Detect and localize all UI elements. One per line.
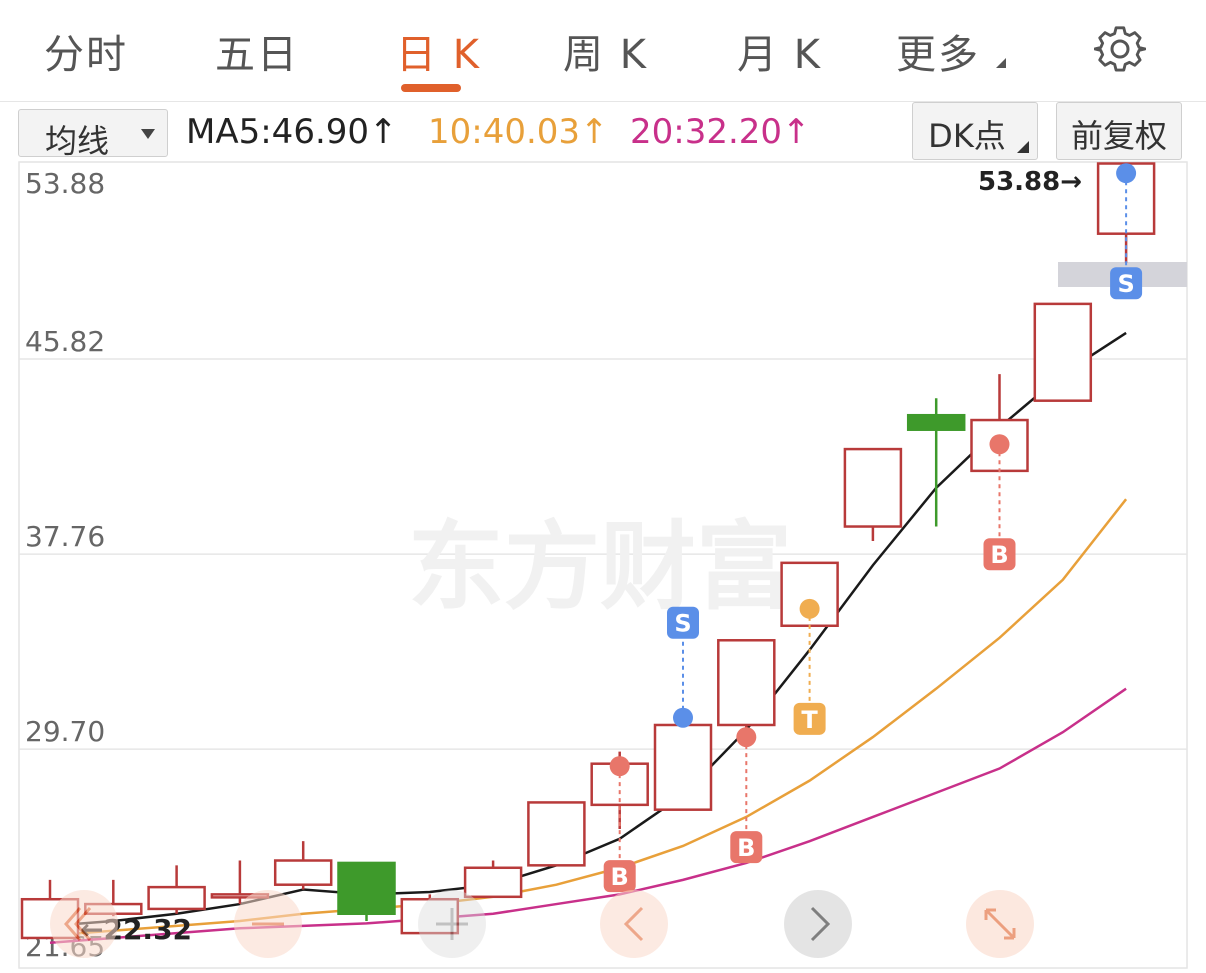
ma20-value: 20:32.20↑ (630, 112, 811, 152)
ma5-value: MA5:46.90↑ (186, 112, 398, 152)
signal-b: B (603, 756, 636, 893)
tab-weekly-k[interactable]: 周 K (563, 32, 648, 78)
step-forward-button[interactable] (784, 890, 852, 958)
ma10-value: 10:40.03↑ (428, 112, 609, 152)
double-chevron-left-icon (64, 907, 92, 941)
svg-text:S: S (1117, 270, 1134, 298)
ma-select-label: 均线 (45, 122, 110, 160)
candle (906, 398, 966, 527)
forward-adjust-label: 前复权 (1070, 117, 1167, 155)
dk-points-button[interactable]: DK点 (912, 102, 1038, 160)
forward-adjust-button[interactable]: 前复权 (1056, 102, 1182, 160)
svg-text:B: B (990, 541, 1008, 569)
signal-b: B (983, 434, 1016, 571)
tabs-divider (0, 101, 1206, 102)
candle (463, 860, 523, 899)
candle (147, 865, 206, 914)
period-tabs: 分时 五日 日 K 周 K 月 K 更多 (0, 0, 1206, 100)
dropdown-caret-icon (141, 129, 155, 139)
price-label: 45.82 (25, 325, 105, 358)
signal-b: B (730, 727, 763, 864)
dk-points-label: DK点 (928, 117, 1006, 155)
step-back-button[interactable] (600, 890, 668, 958)
candle (1033, 302, 1093, 402)
tab-more[interactable]: 更多 (896, 32, 980, 78)
trade-signals: B S B T B S (603, 163, 1143, 893)
tab-five-day[interactable]: 五日 (215, 32, 299, 78)
plus-icon (436, 908, 468, 940)
signal-s: S (667, 606, 699, 728)
candle (337, 861, 396, 922)
corner-caret-icon (1017, 141, 1029, 153)
active-tab-indicator (401, 84, 461, 92)
tab-monthly-k[interactable]: 月 K (737, 32, 822, 78)
svg-text:B: B (737, 834, 755, 862)
tab-intraday[interactable]: 分时 (44, 32, 128, 78)
candle (843, 447, 903, 542)
chevron-left-icon (623, 906, 644, 942)
ma-line-20 (49, 687, 1127, 945)
max-price-marker: 53.88→ (978, 167, 1082, 197)
svg-text:B: B (611, 863, 629, 891)
watermark: 东方财富 (408, 511, 792, 623)
signal-s: S (1110, 163, 1143, 300)
price-label: 29.70 (25, 715, 105, 748)
svg-text:T: T (801, 706, 818, 734)
tab-daily-k[interactable]: 日 K (396, 32, 481, 78)
svg-text:S: S (674, 610, 691, 638)
indicator-toolbar: 均线 MA5:46.90↑ 10:40.03↑ 20:32.20↑ DK点 前复… (0, 102, 1206, 162)
fullscreen-button[interactable] (966, 890, 1034, 958)
settings-gear-icon[interactable] (1094, 23, 1146, 75)
signal-t: T (793, 598, 826, 735)
candle (400, 894, 460, 935)
zoom-out-button[interactable] (234, 890, 302, 958)
zoom-in-button[interactable] (418, 890, 486, 958)
candle (527, 801, 586, 867)
ma-indicator-select[interactable]: 均线 (18, 109, 168, 160)
scroll-left-button[interactable] (50, 890, 118, 958)
price-label: 37.76 (25, 520, 105, 553)
moving-average-lines (49, 331, 1128, 945)
candle (717, 639, 776, 735)
more-caret-icon (996, 58, 1006, 68)
candle (653, 723, 713, 811)
price-label: 53.88 (25, 167, 105, 200)
expand-icon (984, 908, 1016, 940)
chevron-right-icon (810, 906, 831, 942)
ma-line-10 (49, 498, 1128, 937)
ma-line-ma5 (49, 331, 1127, 928)
candle (273, 841, 333, 890)
